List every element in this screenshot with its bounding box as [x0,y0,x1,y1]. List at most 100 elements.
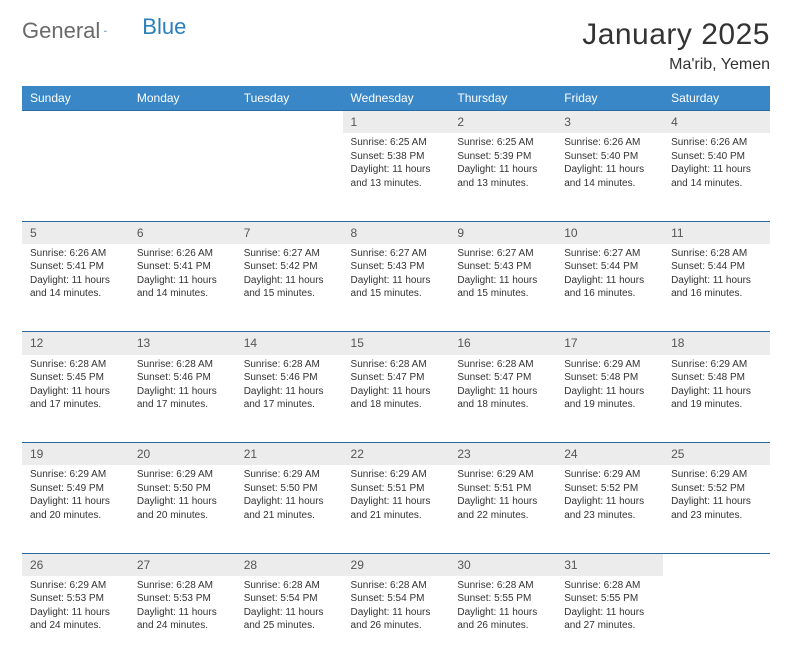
day-cell: Sunrise: 6:26 AMSunset: 5:41 PMDaylight:… [22,244,129,332]
sunset-text: Sunset: 5:40 PM [564,150,655,164]
day-number: 1 [343,111,450,133]
calendar-week-daynum-row: 567891011 [22,221,770,244]
calendar-week-content-row: Sunrise: 6:29 AMSunset: 5:49 PMDaylight:… [22,465,770,553]
day-content: Sunrise: 6:29 AMSunset: 5:52 PMDaylight:… [556,465,663,528]
day-cell: Sunrise: 6:29 AMSunset: 5:49 PMDaylight:… [22,465,129,553]
day-content: Sunrise: 6:26 AMSunset: 5:40 PMDaylight:… [556,133,663,196]
sunrise-text: Sunrise: 6:28 AM [30,358,121,372]
day-cell: Sunrise: 6:28 AMSunset: 5:53 PMDaylight:… [129,576,236,664]
day-content: Sunrise: 6:29 AMSunset: 5:53 PMDaylight:… [22,576,129,639]
day-content: Sunrise: 6:27 AMSunset: 5:42 PMDaylight:… [236,244,343,307]
sunrise-text: Sunrise: 6:28 AM [351,579,442,593]
sunset-text: Sunset: 5:55 PM [457,592,548,606]
sunset-text: Sunset: 5:54 PM [351,592,442,606]
daylight-text: Daylight: 11 hours and 25 minutes. [244,606,335,633]
day-number: 17 [556,332,663,354]
day-number: 6 [129,222,236,244]
sunset-text: Sunset: 5:42 PM [244,260,335,274]
sunrise-text: Sunrise: 6:29 AM [671,358,762,372]
day-content: Sunrise: 6:29 AMSunset: 5:49 PMDaylight:… [22,465,129,528]
sunset-text: Sunset: 5:46 PM [137,371,228,385]
sunrise-text: Sunrise: 6:27 AM [564,247,655,261]
sunrise-text: Sunrise: 6:28 AM [351,358,442,372]
daylight-text: Daylight: 11 hours and 14 minutes. [30,274,121,301]
day-content: Sunrise: 6:29 AMSunset: 5:51 PMDaylight:… [343,465,450,528]
sunset-text: Sunset: 5:53 PM [137,592,228,606]
calendar-table: SundayMondayTuesdayWednesdayThursdayFrid… [22,86,770,664]
day-content: Sunrise: 6:28 AMSunset: 5:53 PMDaylight:… [129,576,236,639]
day-number: 2 [449,111,556,133]
sunset-text: Sunset: 5:41 PM [30,260,121,274]
daylight-text: Daylight: 11 hours and 19 minutes. [564,385,655,412]
sunrise-text: Sunrise: 6:26 AM [671,136,762,150]
sunset-text: Sunset: 5:50 PM [137,482,228,496]
day-number: 5 [22,222,129,244]
sunrise-text: Sunrise: 6:26 AM [30,247,121,261]
sunrise-text: Sunrise: 6:28 AM [244,358,335,372]
calendar-week-daynum-row: 19202122232425 [22,443,770,466]
sunset-text: Sunset: 5:44 PM [564,260,655,274]
day-cell: Sunrise: 6:27 AMSunset: 5:43 PMDaylight:… [343,244,450,332]
day-number: 25 [663,443,770,465]
day-cell: Sunrise: 6:29 AMSunset: 5:52 PMDaylight:… [663,465,770,553]
daylight-text: Daylight: 11 hours and 23 minutes. [564,495,655,522]
day-number: 21 [236,443,343,465]
calendar-week-content-row: Sunrise: 6:28 AMSunset: 5:45 PMDaylight:… [22,355,770,443]
weekday-header: Monday [129,86,236,111]
day-number: 8 [343,222,450,244]
sunset-text: Sunset: 5:43 PM [457,260,548,274]
sunset-text: Sunset: 5:52 PM [564,482,655,496]
sunset-text: Sunset: 5:52 PM [671,482,762,496]
title-block: January 2025 Ma'rib, Yemen [582,18,770,74]
day-cell: Sunrise: 6:28 AMSunset: 5:44 PMDaylight:… [663,244,770,332]
day-content: Sunrise: 6:29 AMSunset: 5:52 PMDaylight:… [663,465,770,528]
day-cell: Sunrise: 6:29 AMSunset: 5:51 PMDaylight:… [343,465,450,553]
daylight-text: Daylight: 11 hours and 14 minutes. [137,274,228,301]
sunrise-text: Sunrise: 6:29 AM [457,468,548,482]
sunset-text: Sunset: 5:51 PM [457,482,548,496]
day-content: Sunrise: 6:26 AMSunset: 5:41 PMDaylight:… [22,244,129,307]
day-cell [663,576,770,664]
daylight-text: Daylight: 11 hours and 27 minutes. [564,606,655,633]
sunrise-text: Sunrise: 6:27 AM [457,247,548,261]
day-number: 27 [129,554,236,576]
daylight-text: Daylight: 11 hours and 20 minutes. [30,495,121,522]
daylight-text: Daylight: 11 hours and 17 minutes. [137,385,228,412]
calendar-week-content-row: Sunrise: 6:25 AMSunset: 5:38 PMDaylight:… [22,133,770,221]
sunset-text: Sunset: 5:48 PM [671,371,762,385]
day-cell: Sunrise: 6:29 AMSunset: 5:50 PMDaylight:… [236,465,343,553]
logo-text-1: General [22,18,100,44]
day-content: Sunrise: 6:29 AMSunset: 5:48 PMDaylight:… [663,355,770,418]
daylight-text: Daylight: 11 hours and 15 minutes. [457,274,548,301]
day-content: Sunrise: 6:28 AMSunset: 5:55 PMDaylight:… [556,576,663,639]
calendar-week-daynum-row: 12131415161718 [22,332,770,355]
day-cell: Sunrise: 6:29 AMSunset: 5:48 PMDaylight:… [663,355,770,443]
page-title: January 2025 [582,18,770,52]
daylight-text: Daylight: 11 hours and 18 minutes. [351,385,442,412]
sunrise-text: Sunrise: 6:29 AM [671,468,762,482]
sunrise-text: Sunrise: 6:28 AM [137,358,228,372]
day-content: Sunrise: 6:26 AMSunset: 5:40 PMDaylight:… [663,133,770,196]
logo: General Blue [22,18,172,44]
day-content: Sunrise: 6:27 AMSunset: 5:44 PMDaylight:… [556,244,663,307]
day-content: Sunrise: 6:28 AMSunset: 5:47 PMDaylight:… [343,355,450,418]
day-number: 23 [449,443,556,465]
day-number: 31 [556,554,663,576]
day-cell [129,133,236,221]
day-number: 9 [449,222,556,244]
sunset-text: Sunset: 5:54 PM [244,592,335,606]
sunrise-text: Sunrise: 6:27 AM [244,247,335,261]
day-content: Sunrise: 6:28 AMSunset: 5:55 PMDaylight:… [449,576,556,639]
day-number: 28 [236,554,343,576]
sunrise-text: Sunrise: 6:29 AM [564,358,655,372]
daylight-text: Daylight: 11 hours and 18 minutes. [457,385,548,412]
sunrise-text: Sunrise: 6:28 AM [457,579,548,593]
day-content: Sunrise: 6:29 AMSunset: 5:48 PMDaylight:… [556,355,663,418]
day-cell: Sunrise: 6:28 AMSunset: 5:54 PMDaylight:… [236,576,343,664]
sunset-text: Sunset: 5:49 PM [30,482,121,496]
day-cell: Sunrise: 6:26 AMSunset: 5:40 PMDaylight:… [556,133,663,221]
sunset-text: Sunset: 5:48 PM [564,371,655,385]
day-number: 15 [343,332,450,354]
day-content: Sunrise: 6:28 AMSunset: 5:46 PMDaylight:… [236,355,343,418]
sunrise-text: Sunrise: 6:29 AM [30,468,121,482]
